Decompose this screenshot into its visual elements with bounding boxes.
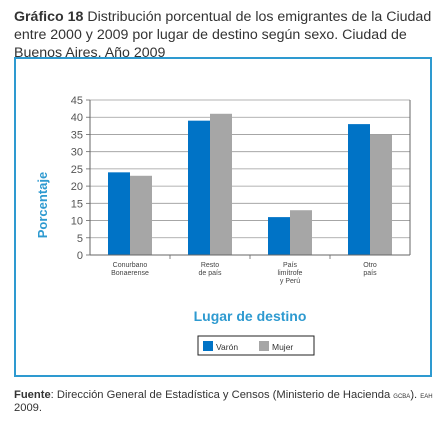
bar-mujer — [210, 113, 232, 256]
category-label: Conurbano Bonaerense — [111, 262, 149, 277]
y-tick-label: 5 — [77, 233, 83, 245]
y-tick-label: 10 — [71, 216, 83, 228]
bar-varon — [268, 217, 290, 255]
y-tick-label: 35 — [71, 129, 83, 141]
legend: Varón Mujer — [197, 335, 315, 356]
chart-caption: Gráfico 18 Distribución porcentual de lo… — [14, 8, 440, 62]
bar-mujer — [130, 175, 152, 255]
x-axis-title: Lugar de destino — [194, 308, 307, 324]
source-org: gcba — [393, 390, 411, 400]
legend-label-mujer: Mujer — [272, 342, 293, 352]
y-tick-label: 20 — [71, 181, 83, 193]
caption-number: Gráfico 18 — [14, 9, 84, 25]
category-labels: Conurbano Bonaerense Resto de país País limít… — [111, 262, 377, 285]
category-label: Otro país — [363, 262, 377, 277]
bars — [108, 113, 392, 256]
bar-mujer — [370, 134, 392, 255]
y-tick-label: 40 — [71, 112, 83, 124]
source-text-a: : Dirección General de Estadística y Cen… — [50, 389, 394, 401]
source-text-b: ). — [410, 389, 421, 401]
y-tick-label: 45 — [71, 95, 83, 107]
bar-varon — [348, 124, 370, 255]
source-text-c: 2009. — [14, 402, 42, 414]
y-tick-label: 30 — [71, 147, 83, 159]
category-label: Resto de país — [199, 262, 222, 277]
chart-frame — [14, 57, 432, 377]
bar-varon — [108, 172, 130, 255]
legend-swatch-mujer — [259, 341, 269, 351]
axes — [89, 100, 411, 259]
y-tick-label: 0 — [77, 250, 83, 262]
source-survey: eah — [420, 390, 433, 400]
legend-box — [197, 335, 315, 356]
legend-label-varon: Varón — [216, 342, 238, 352]
bar-chart: 0 5 10 15 20 25 30 35 40 45 Conurbano Bonaerense Re… — [35, 95, 411, 356]
legend-swatch-varon — [203, 341, 213, 351]
bar-mujer — [290, 210, 312, 255]
source-label: Fuente — [14, 389, 51, 401]
y-tick-label: 15 — [71, 198, 83, 210]
y-axis-title: Porcentaje — [35, 172, 50, 238]
category-label: País limítrofe y Perú — [278, 262, 303, 285]
source-note: Fuente: Dirección General de Estadística… — [14, 389, 444, 415]
y-tick-labels: 0 5 10 15 20 25 30 35 40 45 — [71, 95, 90, 262]
bar-varon — [188, 120, 210, 255]
y-tick-label: 25 — [71, 164, 83, 176]
